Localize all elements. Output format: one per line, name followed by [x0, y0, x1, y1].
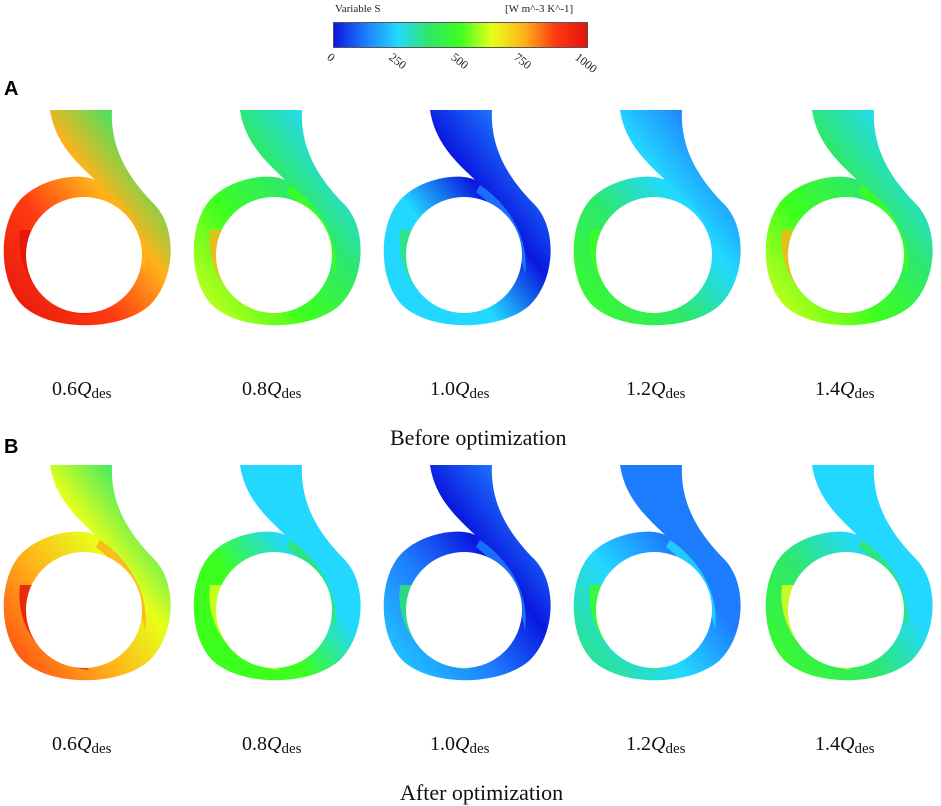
volute-contour-b-5 [765, 465, 933, 681]
caption-b-4: 1.2Qdes [626, 733, 686, 757]
row-b-title: After optimization [400, 780, 564, 805]
volute-contour-b-3 [383, 465, 551, 681]
legend-tick-750: 750 [511, 50, 535, 73]
legend-tick-500: 500 [448, 50, 472, 73]
caption-b-1: 0.6Qdes [52, 733, 112, 757]
volute-contour-a-5 [765, 110, 933, 326]
caption-a-4: 1.2Qdes [626, 378, 686, 402]
caption-a-3: 1.0Qdes [430, 378, 490, 402]
panel-letter-b: B [4, 436, 19, 458]
legend-variable-label: Variable S [335, 3, 381, 15]
volute-contour-b-4 [573, 465, 741, 681]
caption-a-2: 0.8Qdes [242, 378, 302, 402]
legend-tick-1000: 1000 [572, 50, 600, 76]
caption-b-5: 1.4Qdes [815, 733, 875, 757]
panel-letter-a: A [4, 78, 19, 100]
legend-tick-250: 250 [386, 50, 410, 73]
volute-contour-a-1 [3, 110, 171, 326]
legend-tick-0: 0 [324, 50, 338, 65]
legend-unit-label: [W m^-3 K^-1] [505, 3, 574, 15]
legend-colorbar [333, 22, 588, 48]
caption-a-1: 0.6Qdes [52, 378, 112, 402]
volute-contour-a-4 [573, 110, 741, 326]
volute-contour-b-1 [3, 465, 171, 681]
caption-a-5: 1.4Qdes [815, 378, 875, 402]
volute-contour-a-2 [193, 110, 361, 326]
volute-contour-a-3 [383, 110, 551, 326]
caption-b-3: 1.0Qdes [430, 733, 490, 757]
caption-b-2: 0.8Qdes [242, 733, 302, 757]
row-a-title: Before optimization [390, 425, 567, 450]
volute-contour-b-2 [193, 465, 361, 681]
